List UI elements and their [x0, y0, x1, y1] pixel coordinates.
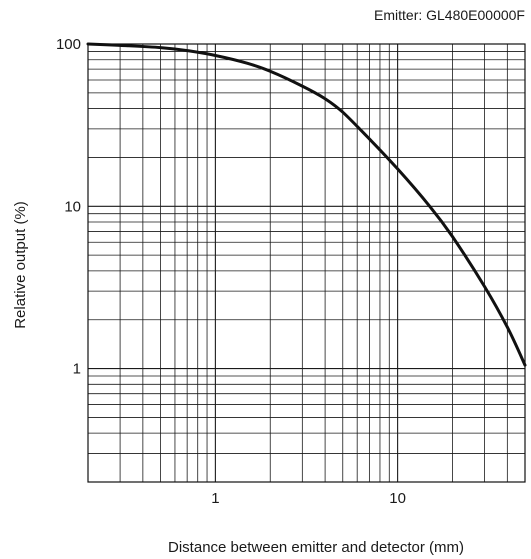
tick-labels: 1 10 100 10 1 [56, 36, 406, 507]
plot-frame [87, 43, 526, 483]
y-axis-label: Relative output (%) [12, 201, 29, 329]
x-axis-label: Distance between emitter and detector (m… [168, 539, 464, 556]
y-tick-label: 1 [73, 361, 81, 378]
chart-subtitle: Emitter: GL480E00000F [374, 7, 525, 23]
grid [88, 44, 525, 482]
y-tick-label: 10 [64, 198, 81, 215]
y-tick-label: 100 [56, 36, 81, 53]
x-tick-label: 10 [389, 490, 406, 507]
x-tick-label: 1 [211, 490, 219, 507]
series-line [86, 42, 527, 367]
